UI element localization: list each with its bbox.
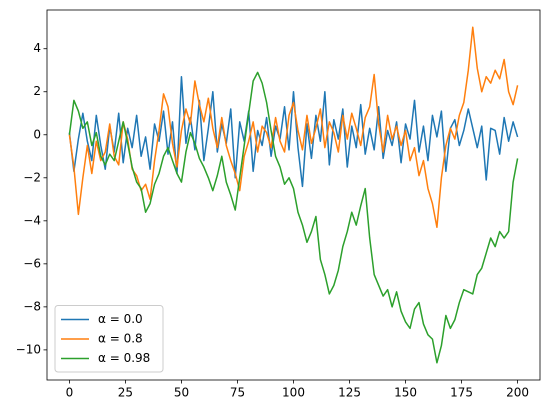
y-tick-label: −4 <box>23 213 41 227</box>
plot-area <box>68 26 519 364</box>
legend-label: α = 0.8 <box>98 332 143 346</box>
y-tick-label: 2 <box>33 84 41 98</box>
y-tick-label: 4 <box>33 41 41 55</box>
legend-label: α = 0.0 <box>98 312 143 326</box>
x-tick-label: 150 <box>394 386 417 400</box>
x-tick-label: 100 <box>282 386 305 400</box>
series-line <box>68 71 519 364</box>
legend-box <box>54 305 164 373</box>
y-tick-label: −10 <box>16 342 41 356</box>
series-line <box>68 26 519 229</box>
x-tick-label: 75 <box>230 386 245 400</box>
y-tick-label: −6 <box>23 256 41 270</box>
x-tick-label: 25 <box>118 386 133 400</box>
series-line <box>68 75 519 188</box>
x-tick-label: 0 <box>66 386 74 400</box>
y-tick-label: 0 <box>33 127 41 141</box>
y-tick-label: −2 <box>23 170 41 184</box>
x-tick-label: 200 <box>506 386 529 400</box>
x-tick-label: 175 <box>450 386 473 400</box>
x-tick-label: 50 <box>174 386 189 400</box>
x-tick-label: 125 <box>338 386 361 400</box>
legend-label: α = 0.98 <box>98 351 150 365</box>
y-tick-label: −8 <box>23 299 41 313</box>
